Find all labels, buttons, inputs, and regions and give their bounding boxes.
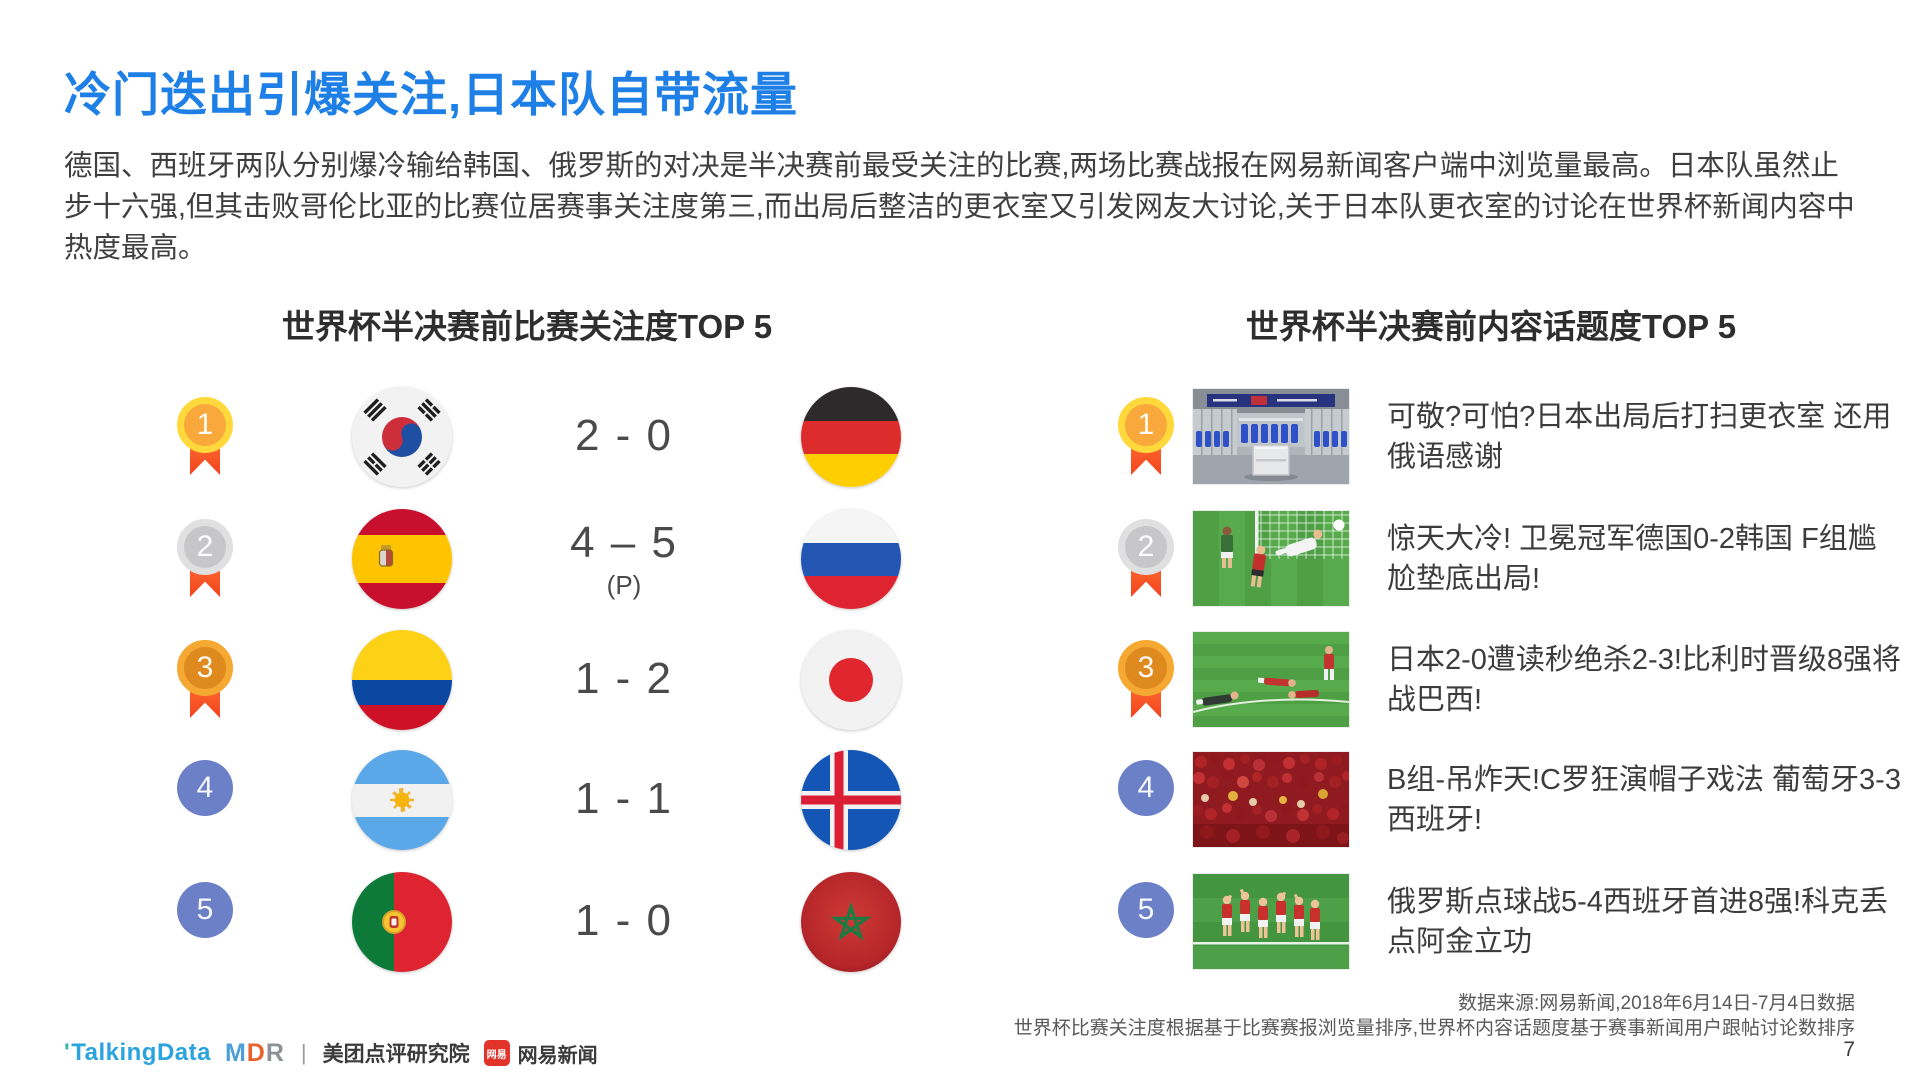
news-row-1: 1 可敬?可怕?日本出局后打扫更衣室 还用俄语感谢 xyxy=(1096,387,1906,487)
thumbnail-portugal-spain-fans xyxy=(1193,752,1349,847)
netease-news-label: 网易新闻 xyxy=(517,1044,598,1067)
rank-5-medal-icon: 5 xyxy=(172,872,238,972)
match-score: 1 - 2 xyxy=(574,654,674,703)
flag-iceland-icon xyxy=(801,750,901,850)
news-title: 惊天大冷! 卫冕冠军德国0-2韩国 F组尴尬垫底出局! xyxy=(1387,523,1877,595)
flag-portugal-icon xyxy=(352,872,452,972)
match-score: 1 - 1 xyxy=(574,774,674,823)
news-title: 日本2-0遭读秒绝杀2-3!比利时晋级8强将战巴西! xyxy=(1387,644,1902,716)
news-title: B组-吊炸天!C罗狂演帽子戏法 葡萄牙3-3西班牙! xyxy=(1387,764,1901,836)
right-panel-title: 世界杯半决赛前内容话题度TOP 5 xyxy=(1245,308,1737,345)
flag-argentina-icon xyxy=(352,750,452,850)
rank-4-medal-icon: 4 xyxy=(172,750,238,850)
meituan-research-label: 美团点评研究院 xyxy=(322,1043,470,1066)
page-title: 冷门迭出引爆关注,日本队自带流量 xyxy=(64,68,799,121)
match-score: 4 – 5 xyxy=(570,517,678,567)
logo-divider: | xyxy=(300,1040,307,1065)
match-row-3: 3 1 - 2 xyxy=(132,630,922,730)
rank-2-medal-icon: 2 xyxy=(172,509,238,609)
rank-2-medal-icon: 2 xyxy=(1113,509,1179,609)
talkingdata-logo: 'TalkingData xyxy=(64,1039,211,1066)
intro-paragraph: 德国、西班牙两队分别爆冷输给韩国、俄罗斯的对决是半决赛前最受关注的比赛,两场比赛… xyxy=(64,150,1855,264)
footer-source-line2: 世界杯比赛关注度根据基于比赛赛报浏览量排序,世界杯内容话题度基于赛事新闻用户跟帖… xyxy=(1013,1018,1855,1039)
score-note: (P) xyxy=(606,569,642,600)
news-title: 可敬?可怕?日本出局后打扫更衣室 还用俄语感谢 xyxy=(1387,401,1892,473)
match-row-5: 5 1 - 0 xyxy=(132,872,922,972)
netease-logo-icon: 网易 xyxy=(483,1040,510,1066)
news-list: 1 可敬?可怕?日本出局后打扫更衣室 还用俄语感谢 2 xyxy=(1096,381,1906,1001)
rank-3-medal-icon: 3 xyxy=(172,630,238,730)
news-row-5: 5 俄罗斯点球战5-4西班牙首进8强!科克丢点阿金立功 xyxy=(1096,872,1906,972)
news-row-4: 4 B组-吊炸天!C罗狂演帽子戏法 葡萄牙3-3西班牙! xyxy=(1096,750,1906,850)
flag-russia-icon xyxy=(801,509,901,609)
rank-3-medal-icon: 3 xyxy=(1113,630,1179,730)
rank-5-medal-icon: 5 xyxy=(1113,872,1179,972)
rank-1-medal-icon: 1 xyxy=(172,387,238,487)
match-row-4: 4 1 - 1 xyxy=(132,750,922,850)
match-score: 1 - 0 xyxy=(574,896,674,945)
left-panel-title: 世界杯半决赛前比赛关注度TOP 5 xyxy=(281,308,773,345)
news-row-2: 2 惊天大冷! 卫冕冠军德国0-2韩国 F组尴尬垫底出局! xyxy=(1096,509,1906,609)
thumbnail-japan-belgium-match xyxy=(1193,632,1349,727)
flag-germany-icon xyxy=(801,387,901,487)
flag-japan-icon xyxy=(801,630,901,730)
match-row-1: 1 2 - 0 xyxy=(132,387,922,487)
mdr-logo: MDR xyxy=(224,1038,285,1067)
thumbnail-germany-korea-goal xyxy=(1193,511,1349,606)
flag-spain-icon xyxy=(352,509,452,609)
footer-source-line1: 数据来源:网易新闻,2018年6月14日-7月4日数据 xyxy=(1458,993,1855,1014)
rank-4-medal-icon: 4 xyxy=(1113,750,1179,850)
news-row-3: 3 日本2-0遭读秒绝杀2-3!比利时晋级8强将战巴西! xyxy=(1096,630,1906,730)
rank-1-medal-icon: 1 xyxy=(1113,387,1179,487)
flag-morocco-icon xyxy=(801,872,901,972)
page-number: 7 xyxy=(1843,1038,1855,1061)
news-title: 俄罗斯点球战5-4西班牙首进8强!科克丢点阿金立功 xyxy=(1387,886,1889,958)
match-row-2: 2 4 – 5 (P) xyxy=(132,509,922,609)
flag-colombia-icon xyxy=(352,630,452,730)
match-list: 1 2 - 0 2 xyxy=(132,381,922,1001)
thumbnail-russia-celebration xyxy=(1193,874,1349,969)
talkingdata-tick-icon: ' xyxy=(64,1039,71,1066)
flag-south-korea-icon xyxy=(352,387,452,487)
match-score: 2 - 0 xyxy=(574,411,674,460)
thumbnail-japan-locker-room xyxy=(1193,389,1349,484)
footer-logos: 'TalkingData MDR | 美团点评研究院 网易 网易新闻 xyxy=(64,1038,598,1068)
